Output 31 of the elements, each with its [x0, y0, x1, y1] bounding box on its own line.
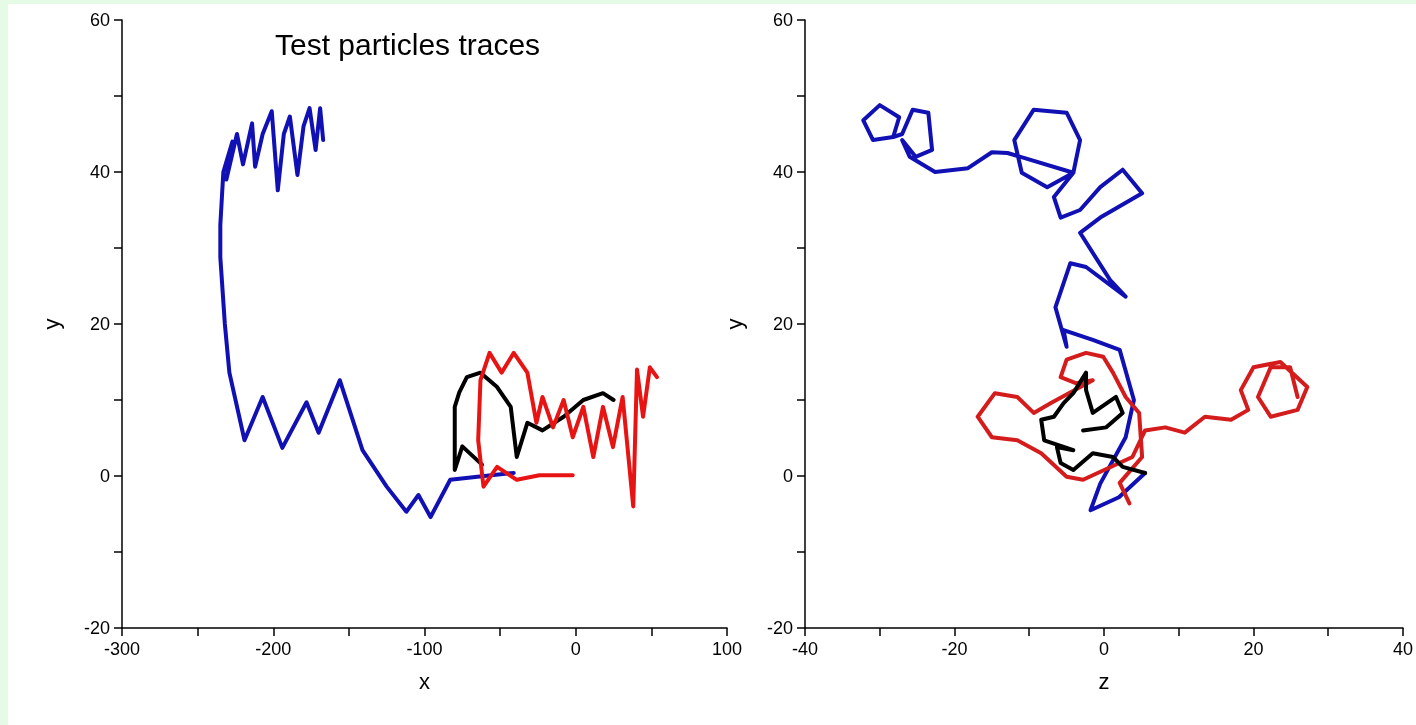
x-tick-label: 20 [1243, 639, 1264, 659]
x-tick-label: -300 [103, 639, 141, 659]
line-series [975, 350, 1310, 506]
x-tick-label: -100 [406, 639, 443, 659]
chart-title: Test particles traces [275, 27, 541, 61]
x-axis-title: x [419, 668, 430, 694]
y-tick-label: 40 [89, 162, 110, 182]
x-tick-label: 100 [711, 639, 743, 659]
y-tick-label: -20 [83, 618, 110, 638]
line-series [452, 370, 616, 472]
x-tick-label: 40 [1392, 639, 1413, 659]
y-tick-label: 0 [782, 466, 793, 486]
y-tick-label: 20 [772, 314, 793, 334]
y-tick-label: 60 [89, 10, 110, 30]
y-tick-label: 40 [772, 162, 793, 182]
y-tick-label: -20 [766, 618, 793, 638]
line-series [1039, 370, 1148, 475]
x-tick-label: -200 [255, 639, 292, 659]
x-tick-label: 0 [1098, 639, 1109, 659]
x-axis-title: z [1098, 668, 1110, 694]
line-series [861, 103, 1148, 513]
x-tick-label: 0 [570, 639, 581, 659]
x-tick-label: -20 [941, 639, 968, 659]
line-series [218, 106, 516, 520]
y-axis-title: y [721, 318, 747, 330]
y-tick-label: 60 [772, 10, 793, 30]
y-tick-label: 20 [89, 314, 110, 334]
x-tick-label: -40 [791, 639, 819, 659]
y-axis-title: y [38, 318, 64, 330]
y-tick-label: 0 [99, 466, 110, 486]
line-series [476, 350, 659, 509]
